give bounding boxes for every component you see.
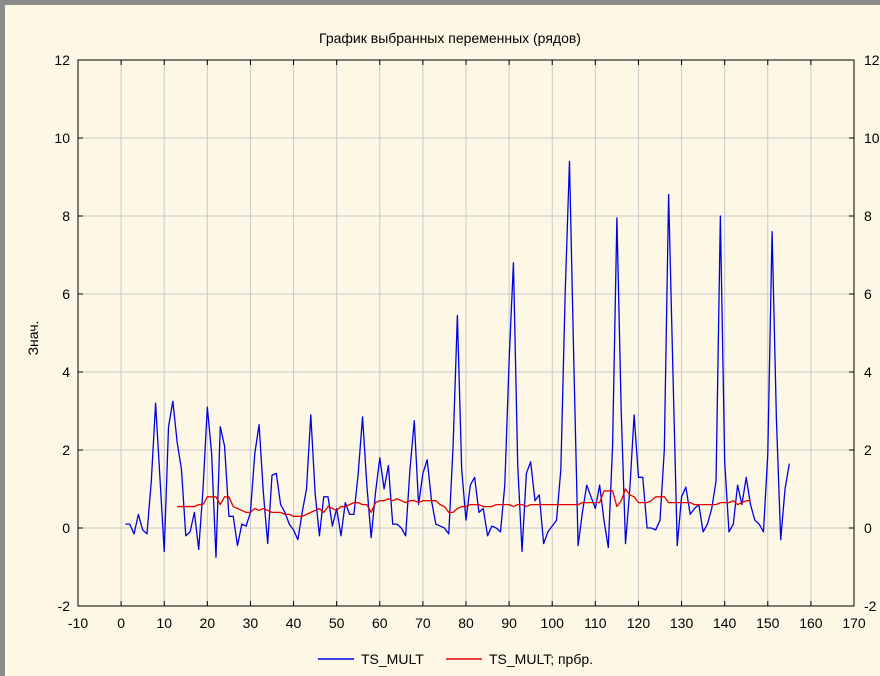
x-tick-label: 60	[372, 615, 388, 631]
y-tick-label-right: 6	[864, 286, 872, 302]
series-line-2	[177, 488, 751, 517]
chart-title: График выбранных переменных (рядов)	[319, 30, 581, 46]
window-frame-top	[0, 0, 880, 5]
y-tick-label-right: -2	[864, 598, 877, 614]
y-tick-label-left: 12	[54, 52, 70, 68]
y-tick-label-right: 10	[864, 130, 880, 146]
x-tick-label: 10	[156, 615, 172, 631]
legend: TS_MULT TS_MULT; прбр.	[318, 651, 593, 667]
y-tick-label-left: 8	[62, 208, 70, 224]
x-tick-label: 80	[458, 615, 474, 631]
x-tick-label: 100	[541, 615, 565, 631]
x-tick-label: 130	[670, 615, 694, 631]
grid-lines	[78, 60, 854, 606]
y-tick-label-left: 2	[62, 442, 70, 458]
legend-label-2: TS_MULT; прбр.	[489, 651, 593, 667]
y-tick-label-left: 6	[62, 286, 70, 302]
y-tick-label-left: 0	[62, 520, 70, 536]
x-tick-label: 70	[415, 615, 431, 631]
x-tick-label: 140	[713, 615, 737, 631]
y-tick-label-left: 10	[54, 130, 70, 146]
x-tick-label: 110	[584, 615, 607, 631]
legend-label-1: TS_MULT	[361, 651, 424, 667]
x-tick-label: -10	[68, 615, 88, 631]
axis-ticks: -10 0 10 20 30 40 50 60 70 80 90 100 110 120 130 140 150…	[54, 52, 879, 631]
y-tick-label-left: 4	[62, 364, 70, 380]
x-tick-label: 90	[501, 615, 517, 631]
y-axis-label: Знач.	[25, 321, 41, 356]
x-tick-label: 160	[799, 615, 823, 631]
x-tick-label: 50	[329, 615, 345, 631]
x-tick-label: 0	[117, 615, 125, 631]
y-tick-label-right: 8	[864, 208, 872, 224]
y-tick-label-right: 2	[864, 442, 872, 458]
series-layer	[125, 160, 790, 558]
x-tick-label: 150	[756, 615, 780, 631]
y-tick-label-left: -2	[58, 598, 71, 614]
x-tick-label: 40	[286, 615, 302, 631]
y-tick-label-right: 12	[864, 52, 880, 68]
x-tick-label: 30	[243, 615, 259, 631]
x-tick-label: 20	[200, 615, 216, 631]
y-tick-label-right: 4	[864, 364, 872, 380]
series-line-1	[125, 160, 790, 558]
x-tick-label: 120	[627, 615, 651, 631]
y-tick-label-right: 0	[864, 520, 872, 536]
window-frame-left	[0, 0, 5, 676]
x-tick-label: 170	[842, 615, 866, 631]
